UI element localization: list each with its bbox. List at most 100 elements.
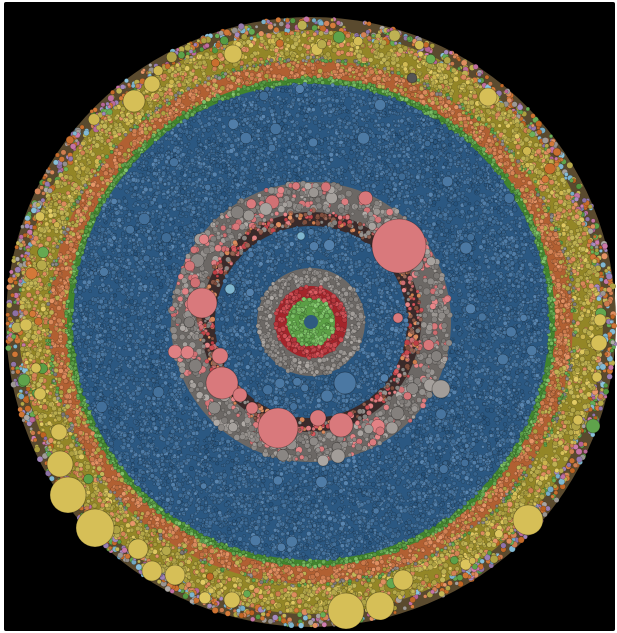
outer-gold-circle [563, 419, 569, 425]
outer-mixed-circle [592, 234, 597, 239]
outer-gold-circle [78, 453, 85, 460]
outer-gold-circle [173, 73, 178, 78]
outer-mixed-circle [36, 430, 42, 435]
outer-mixed-circle [89, 109, 94, 114]
outer-mixed-circle [409, 596, 416, 603]
outer-gold-circle [328, 593, 332, 598]
outer-gold-circle [553, 453, 559, 459]
gold-separator-circle [400, 74, 404, 78]
outer-gold-circle [440, 66, 445, 72]
outer-mixed-circle [42, 441, 46, 445]
outer-gold-circle [566, 215, 571, 221]
outer-mixed-circle [219, 607, 225, 613]
outer-gold-circle [203, 587, 208, 592]
outer-gold-circle [29, 395, 35, 401]
outer-gold-circle [476, 546, 481, 551]
outer-gold-circle [348, 47, 354, 52]
outer-gold-circle [103, 141, 107, 146]
gold-separator-circle [118, 136, 123, 141]
outer-mixed-circle [24, 390, 29, 395]
gold-separator-circle [165, 98, 169, 102]
outer-gold-circle [31, 383, 36, 388]
outer-gold-circle [431, 80, 436, 85]
outer-gold-circle [48, 254, 53, 259]
outer-gold-circle [259, 36, 264, 41]
outer-mixed-circle [330, 18, 335, 22]
outer-gold-circle [431, 561, 437, 567]
outer-gold-circle [582, 307, 587, 313]
outer-gold-circle [127, 113, 134, 120]
outer-gold-circle [95, 124, 102, 131]
outer-mixed-circle [536, 129, 543, 135]
outer-gold-circle [323, 605, 329, 611]
outer-gold-circle [392, 589, 398, 595]
gold-separator-circle [83, 183, 88, 188]
outer-gold-circle [168, 79, 175, 85]
outer-mixed-circle [549, 134, 553, 139]
outer-gold-circle [553, 433, 559, 439]
outer-gold-circle [380, 578, 387, 585]
outer-mixed-circle [74, 138, 79, 143]
outer-mixed-circle [5, 312, 11, 318]
outer-gold-circle [454, 566, 460, 572]
outer-mixed-circle [18, 234, 24, 240]
outer-mixed-circle [542, 137, 549, 144]
outer-gold-circle [559, 450, 565, 456]
outer-mixed-circle [5, 345, 12, 352]
outer-gold-circle [19, 304, 26, 310]
outer-gold-circle [21, 287, 26, 292]
outer-gold-circle [67, 181, 71, 185]
outer-gold-circle [559, 177, 566, 183]
outer-gold-circle [271, 587, 276, 593]
outer-gold-circle [506, 137, 511, 142]
outer-gold-circle [47, 208, 53, 214]
outer-gold-circle [158, 91, 165, 97]
outer-gold-circle [44, 240, 50, 247]
outer-gold-circle [155, 554, 160, 559]
outer-gold-circle [588, 283, 595, 290]
outer-gold-circle [542, 459, 548, 466]
gold-separator-circle [60, 240, 64, 244]
outer-gold-circle [590, 383, 595, 387]
outer-mixed-circle [29, 427, 33, 431]
outer-gold-circle [556, 214, 562, 219]
outer-gold-circle [424, 74, 429, 79]
outer-gold-circle [56, 209, 61, 214]
outer-mixed-circle [452, 54, 457, 59]
outer-mixed-circle [605, 273, 613, 280]
outer-gold-circle [25, 292, 32, 298]
outer-gold-circle [149, 547, 154, 551]
outer-gold-circle [216, 590, 222, 596]
outer-gold-circle [352, 51, 357, 56]
outer-mixed-circle [460, 59, 468, 67]
outer-mixed-circle [457, 66, 461, 71]
outer-gold-circle [399, 590, 406, 596]
gold-separator-circle [67, 221, 72, 226]
outer-mixed-circle [568, 448, 575, 455]
outer-gold-circle [462, 88, 467, 93]
outer-gold-circle [38, 413, 44, 420]
outer-gold-circle [345, 33, 351, 39]
outer-gold-circle [583, 294, 588, 299]
outer-mixed-circle [550, 494, 555, 499]
outer-gold-circle [48, 201, 53, 206]
outer-gold-circle [306, 608, 312, 614]
outer-gold-circle [37, 343, 42, 348]
outer-gold-circle [113, 122, 119, 128]
outer-gold-circle [116, 127, 122, 134]
outer-mixed-circle [70, 143, 77, 150]
outer-mixed-circle [137, 559, 141, 564]
outer-gold-circle [67, 174, 74, 181]
outer-gold-circle [112, 130, 117, 136]
outer-mixed-circle [315, 613, 321, 619]
outer-gold-circle [42, 297, 47, 302]
outer-mixed-circle [117, 539, 122, 545]
outer-mixed-circle [12, 309, 19, 317]
outer-gold-circle [416, 585, 422, 590]
outer-gold-circle [56, 415, 62, 422]
outer-gold-circle [431, 579, 438, 586]
outer-mixed-circle [472, 63, 479, 70]
outer-gold-circle [582, 226, 589, 232]
outer-gold-circle [140, 531, 146, 537]
gold-separator-circle [54, 262, 59, 267]
